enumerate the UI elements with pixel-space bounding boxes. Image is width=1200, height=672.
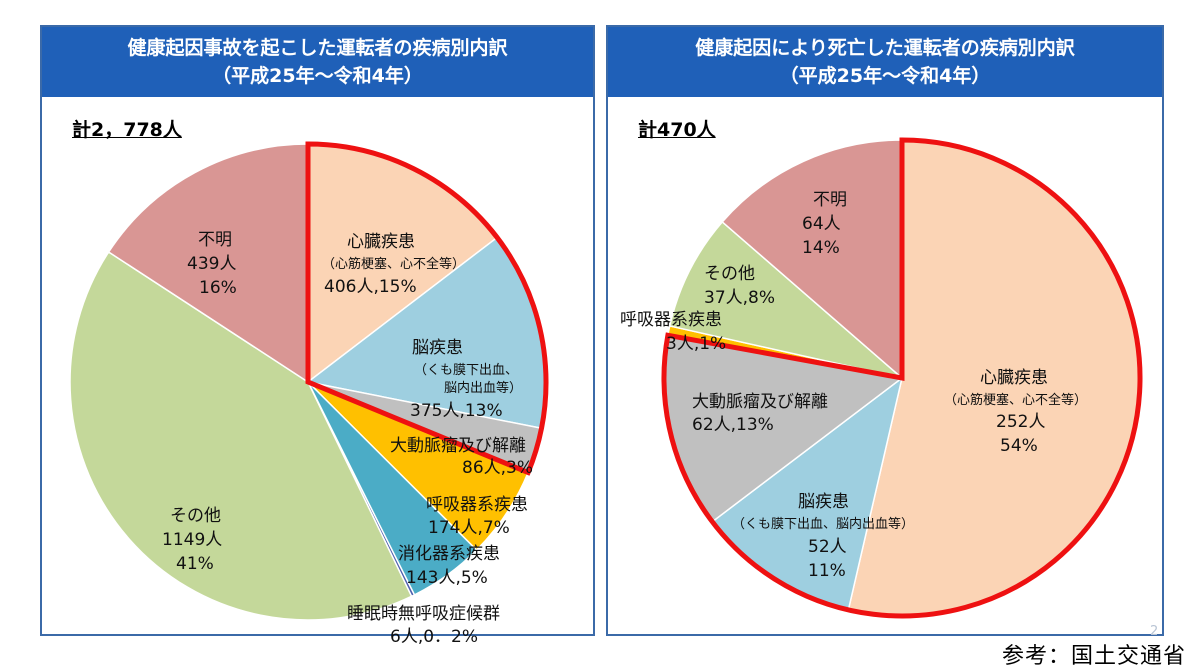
right-label-heart-note: （心筋梗塞、心不全等） [944, 392, 1087, 408]
right-highlight-outline [661, 137, 1143, 619]
left-label-respiratory-value: 174人,7% [428, 518, 510, 538]
left-label-heart-note: （心筋梗塞、心不全等） [322, 256, 465, 272]
right-chart-header: 健康起因により死亡した運転者の疾病別内訳 （平成25年～令和4年） [608, 27, 1162, 97]
left-chart-panel: 健康起因事故を起こした運転者の疾病別内訳 （平成25年～令和4年） 計2，778… [40, 25, 595, 647]
right-label-other-value: 37人,8% [704, 288, 775, 308]
left-label-heart-value: 406人,15% [324, 277, 417, 297]
right-label-other-name: その他 [704, 264, 755, 284]
left-slice-other [69, 250, 413, 621]
left-label-respiratory-name: 呼吸器系疾患 [426, 495, 528, 515]
left-chart-title: 健康起因事故を起こした運転者の疾病別内訳 [127, 37, 508, 59]
left-label-unknown-count: 439人 [187, 254, 236, 274]
right-label-respiratory-name: 呼吸器系疾患 [620, 310, 722, 330]
right-chart-panel: 健康起因により死亡した運転者の疾病別内訳 （平成25年～令和4年） 計470人 … [606, 25, 1164, 636]
left-label-brain-note1: （くも膜下出血、 [414, 363, 518, 378]
page-number: 2 [1150, 624, 1159, 639]
left-label-unknown-pct: 16% [199, 278, 237, 298]
left-chart-subtitle: （平成25年～令和4年） [212, 65, 423, 87]
right-pie-chart: 心臓疾患 （心筋梗塞、心不全等） 252人 54% 脳疾患 （くも膜下出血、脳内… [620, 137, 1143, 619]
left-label-aorta-name: 大動脈瘤及び解離 [390, 436, 526, 456]
right-label-brain-pct: 11% [808, 561, 846, 581]
right-label-heart-pct: 54% [1000, 436, 1038, 456]
right-label-unknown-name: 不明 [813, 190, 847, 210]
right-chart-title: 健康起因により死亡した運転者の疾病別内訳 [695, 37, 1075, 59]
left-label-sleep-name: 睡眠時無呼吸症候群 [347, 604, 500, 624]
right-label-brain-note: （くも膜下出血、脳内出血等） [732, 516, 914, 532]
right-label-unknown-count: 64人 [802, 214, 841, 234]
left-chart-total: 計2，778人 [72, 119, 182, 141]
left-label-other-name: その他 [170, 506, 221, 526]
left-label-sleep-value: 6人,0．2% [390, 627, 478, 647]
left-label-digestive-name: 消化器系疾患 [398, 544, 500, 564]
left-label-heart-name: 心臓疾患 [347, 232, 415, 252]
left-highlight-outline [305, 141, 549, 476]
right-label-aorta-value: 62人,13% [692, 415, 774, 435]
left-label-unknown-name: 不明 [198, 230, 232, 250]
right-chart-total: 計470人 [638, 119, 716, 141]
left-label-other-pct: 41% [176, 554, 214, 574]
left-chart-header: 健康起因事故を起こした運転者の疾病別内訳 （平成25年～令和4年） [42, 27, 593, 97]
right-slice-other [668, 220, 903, 379]
right-label-respiratory-value: 3人,1% [666, 334, 726, 354]
left-pie-chart: 心臓疾患 （心筋梗塞、心不全等） 406人,15% 脳疾患 （くも膜下出血、 脳… [69, 141, 549, 647]
source-note: 参考：国土交通省 [1001, 644, 1186, 669]
right-label-brain-count: 52人 [808, 537, 847, 557]
right-slice-unknown [721, 139, 903, 380]
right-label-heart-name: 心臓疾患 [980, 368, 1048, 388]
left-slice-unknown [107, 143, 309, 384]
left-label-brain-note2: 脳内出血等） [444, 380, 522, 396]
right-label-heart-count: 252人 [996, 412, 1045, 432]
right-label-aorta-name: 大動脈瘤及び解離 [692, 392, 828, 412]
right-label-brain-name: 脳疾患 [798, 492, 849, 512]
right-chart-subtitle: （平成25年～令和4年） [779, 65, 991, 87]
right-label-unknown-pct: 14% [802, 238, 840, 258]
left-label-brain-value: 375人,13% [410, 401, 503, 421]
left-label-aorta-value: 86人,3% [462, 458, 533, 478]
left-label-brain-name: 脳疾患 [412, 338, 463, 358]
left-label-other-count: 1149人 [162, 530, 222, 550]
left-label-digestive-value: 143人,5% [406, 568, 488, 588]
